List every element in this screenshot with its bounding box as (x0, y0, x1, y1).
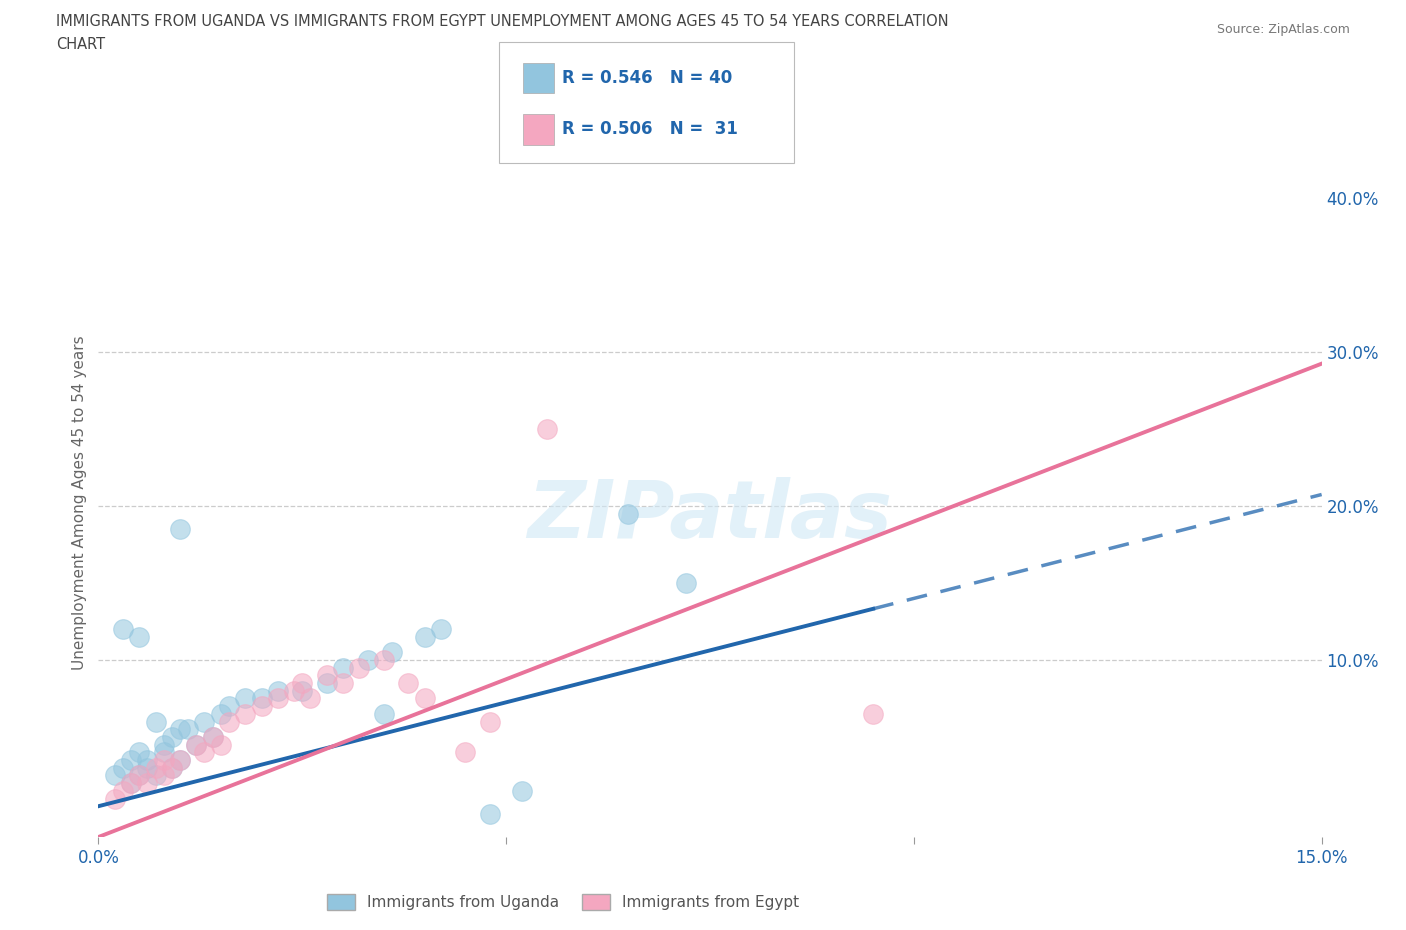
Point (512, 783, 534, 798)
Point (349, 660, 371, 675)
Point (193, 745, 215, 760)
Point (152, 752, 174, 767)
Point (315, 668, 337, 683)
Point (478, 806, 501, 821)
Point (396, 675, 419, 690)
Point (478, 714, 501, 729)
Point (160, 761, 183, 776)
Point (128, 768, 150, 783)
Point (145, 768, 167, 783)
Point (145, 714, 167, 729)
Point (283, 684, 305, 698)
Point (152, 768, 174, 783)
Point (430, 622, 453, 637)
Point (177, 722, 200, 737)
Point (128, 745, 150, 760)
Point (169, 752, 191, 767)
Y-axis label: Unemployment Among Ages 45 to 54 years: Unemployment Among Ages 45 to 54 years (72, 335, 87, 670)
Point (104, 768, 127, 783)
Point (413, 630, 436, 644)
Point (111, 783, 134, 798)
Point (218, 698, 240, 713)
Point (373, 653, 395, 668)
Text: IMMIGRANTS FROM UGANDA VS IMMIGRANTS FROM EGYPT UNEMPLOYMENT AMONG AGES 45 TO 54: IMMIGRANTS FROM UGANDA VS IMMIGRANTS FRO… (56, 14, 949, 29)
Point (299, 691, 322, 706)
Point (332, 675, 354, 690)
Point (111, 622, 134, 637)
Text: CHART: CHART (56, 37, 105, 52)
Point (209, 707, 232, 722)
Point (120, 776, 142, 790)
Point (536, 421, 558, 436)
Point (356, 653, 378, 668)
Point (862, 707, 884, 722)
Point (136, 752, 159, 767)
Point (152, 737, 174, 752)
Point (332, 660, 354, 675)
Point (291, 675, 314, 690)
Point (454, 745, 477, 760)
Point (104, 791, 127, 806)
Point (250, 698, 273, 713)
Text: Source: ZipAtlas.com: Source: ZipAtlas.com (1216, 23, 1350, 36)
Point (250, 691, 273, 706)
Point (233, 691, 256, 706)
Point (128, 768, 150, 783)
Point (136, 761, 159, 776)
Point (169, 522, 191, 537)
Point (120, 752, 142, 767)
Text: R = 0.546   N = 40: R = 0.546 N = 40 (562, 69, 733, 86)
Point (617, 506, 640, 521)
Point (186, 737, 208, 752)
Point (381, 644, 404, 659)
Legend: Immigrants from Uganda, Immigrants from Egypt: Immigrants from Uganda, Immigrants from … (322, 887, 806, 916)
Point (209, 737, 232, 752)
Point (152, 745, 174, 760)
Point (315, 675, 337, 690)
Point (218, 714, 240, 729)
Point (169, 752, 191, 767)
Point (267, 691, 290, 706)
Point (193, 714, 215, 729)
Point (160, 729, 183, 744)
Point (145, 761, 167, 776)
Point (160, 761, 183, 776)
Point (169, 722, 191, 737)
Point (291, 684, 314, 698)
Point (233, 707, 256, 722)
Point (413, 691, 436, 706)
Text: R = 0.506   N =  31: R = 0.506 N = 31 (562, 120, 738, 138)
Point (201, 729, 224, 744)
Point (201, 729, 224, 744)
Point (675, 576, 697, 591)
Point (267, 684, 290, 698)
Text: ZIPatlas: ZIPatlas (527, 476, 893, 554)
Point (136, 776, 159, 790)
Point (120, 776, 142, 790)
Point (128, 630, 150, 644)
Point (186, 737, 208, 752)
Point (373, 707, 395, 722)
Point (111, 761, 134, 776)
